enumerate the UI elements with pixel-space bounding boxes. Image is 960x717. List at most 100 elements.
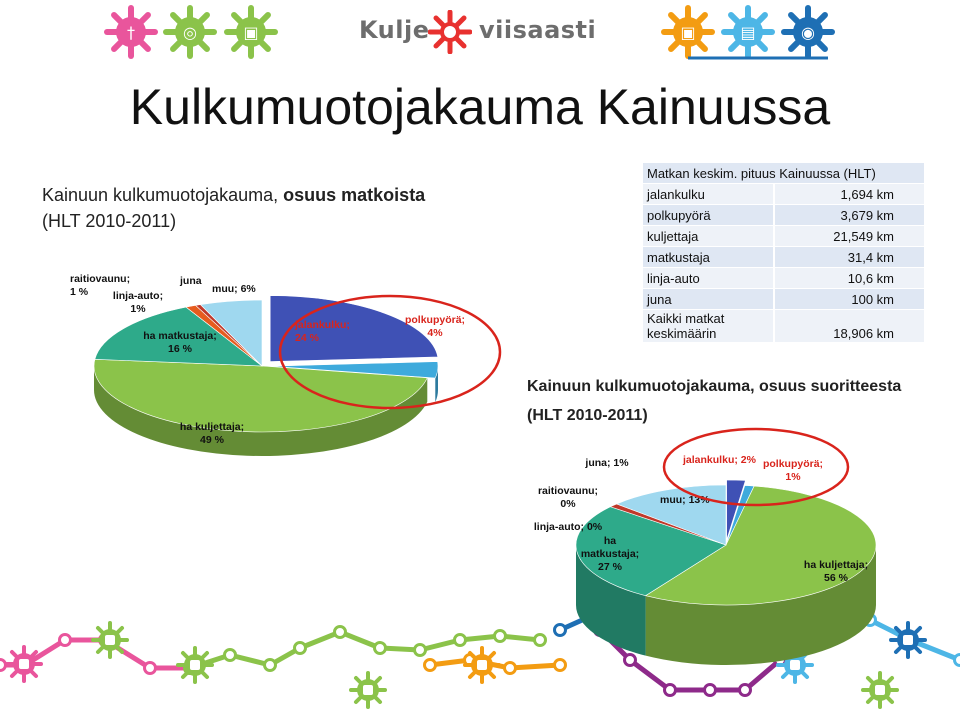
chart2-title-line1: Kainuun kulkumuotojakauma, osuus suoritt… [527,378,902,395]
svg-text:†: † [127,23,135,42]
bus-icon [349,671,387,709]
header-decoration: † ◎ ▣ ▣ ▤ ◉ [104,5,835,60]
highlight-ellipse [662,427,850,507]
pie-slice-polkupyörä [269,361,439,379]
train-icon: ▣ [661,5,715,59]
pie-label: ha kuljettaja; 56 % [804,559,868,584]
chart1-title: Kainuun kulkumuotojakauma, osuus matkois… [42,182,425,234]
metro-station-dot [553,658,567,672]
trip-length-table: Matkan keskim. pituus Kainuussa (HLT) ja… [643,163,924,343]
car-icon [889,621,927,659]
svg-text:▣: ▣ [243,23,258,42]
metro-station-dot [263,658,277,672]
metro-station-dot [413,643,427,657]
table-total-label: Kaikki matkat keskimäärin [643,309,775,343]
metro-station-dot [223,648,237,662]
logo-star-icon [428,10,472,54]
metro-station-dot [423,658,437,672]
metro-station-dot [623,653,637,667]
metro-station-dot [333,625,347,639]
metro-station-dot [293,641,307,655]
bus-icon [176,646,214,684]
tram-icon: ▤ [721,5,775,59]
pie-label: raitiovaunu; 0% [538,485,598,510]
metro-station-dot [553,623,567,637]
pie-label: muu; 13% [660,494,710,506]
pie-slice-side [645,545,876,665]
pie-label: juna; 1% [584,457,629,469]
table-row-value: 3,679 km [774,204,924,226]
pie-label: raitiovaunu; 1 % [70,273,130,298]
pie-label: muu; 6% [212,283,256,295]
table-row-label: polkupyörä [643,204,775,226]
pie-label: ha kuljettaja; 49 % [180,421,244,446]
metro-station-dot [373,641,387,655]
car-icon: ◉ [781,5,835,59]
table-header: Matkan keskim. pituus Kainuussa (HLT) [643,163,924,184]
train-icon [463,646,501,684]
pie-label: polkupyörä; 1% [763,458,823,483]
metro-station-dot [663,683,677,697]
table-row-label: juna [643,288,775,310]
pie-label: jalankulku; 2% [682,454,757,466]
pie-slice-muu [199,299,263,367]
metro-station-dot [143,661,157,675]
metro-station-dot [493,629,507,643]
pie-chart-1: jalankulku; 24 % polkupyörä; 4% ha kuljettaj… [70,273,502,456]
svg-text:◉: ◉ [801,23,815,42]
metro-station-dot [703,683,717,697]
pie-label: ha matkustaja; 16 % [143,330,217,355]
metro-station-dot [738,683,752,697]
pie-slice-side [94,366,428,456]
chart1-title-plain: Kainuun kulkumuotojakauma, [42,185,284,205]
svg-text:▤: ▤ [740,23,755,42]
table-total-label-2: keskimäärin [647,326,717,341]
chart1-title-line2: (HLT 2010-2011) [42,211,177,231]
page-title: Kulkumuotojakauma Kainuussa [129,79,831,135]
logo-word-viisaasti: viisaasti [479,16,597,44]
pie-slice-ha-matkustaja [94,306,263,367]
table-row-label: linja-auto [643,267,775,289]
pie-label: linja-auto; 0% [534,521,603,533]
pie-label: juna [179,275,202,287]
pie-slice-ha-matkustaja [575,506,727,596]
svg-text:▣: ▣ [680,23,695,42]
metro-station-dot [953,653,960,667]
svg-text:◎: ◎ [183,23,197,42]
bus-icon: ▣ [224,5,278,59]
pie-slice-ha-kuljettaja [644,485,877,606]
pie-slice-side [435,366,438,403]
pie-slice-muu [615,484,727,546]
table-row-label: matkustaja [643,246,775,268]
chart2-title-line2: (HLT 2010-2011) [527,407,648,424]
table-row-label: kuljettaja [643,225,775,247]
highlight-ellipse [278,294,502,410]
table-total-value: 18,906 km [774,309,924,343]
metro-station-dot [503,661,517,675]
pedestrian-icon: † [104,5,158,59]
table-row-value: 21,549 km [774,225,924,247]
bicycle-icon [91,621,129,659]
logo-word-kulje: Kulje [359,16,430,44]
metro-line-segment [189,629,541,671]
metro-station-dot [453,633,467,647]
table-row-value: 31,4 km [774,246,924,268]
table-total-label-1: Kaikki matkat [647,311,725,326]
pie-label: polkupyörä; 4% [405,314,465,339]
bicycle-icon: ◎ [163,5,217,59]
bus-icon [861,671,899,709]
table-row-value: 10,6 km [774,267,924,289]
pie-slice-side [576,545,646,656]
table-row-value: 100 km [774,288,924,310]
metro-station-dot [58,633,72,647]
pie-label: linja-auto; 1% [113,290,163,315]
pie-slice-jalankulku [726,479,746,541]
chart1-title-bold: osuus matkoista [283,185,426,205]
pie-label: ha matkustaja; 27 % [581,535,639,573]
metro-station-dot [533,633,547,647]
table-row-value: 1,694 km [774,183,924,205]
pie-label: jalankulku; 24 % [294,319,350,344]
pie-slice-ha-kuljettaja [93,358,428,433]
